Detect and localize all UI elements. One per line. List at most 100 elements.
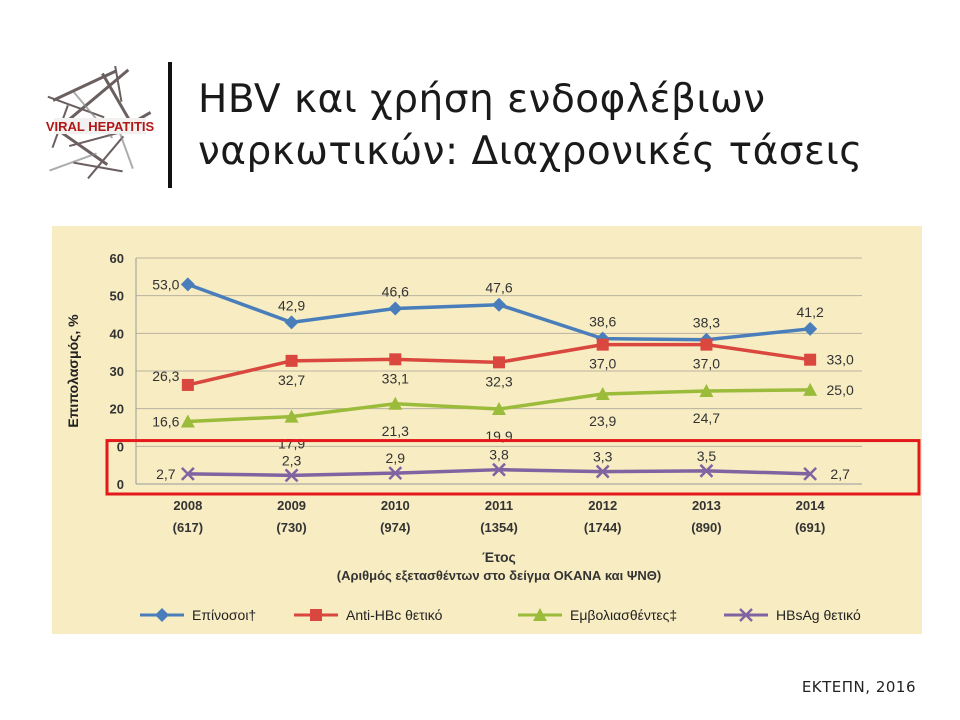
series xyxy=(180,277,818,483)
slide-title: HBV και χρήση ενδοφλέβιων ναρκωτικών: Δι… xyxy=(198,74,938,178)
x-tick-label: 2010 xyxy=(381,498,410,513)
data-point xyxy=(493,356,505,369)
x-tick-label: 2013 xyxy=(692,498,721,513)
data-label: 46,6 xyxy=(382,283,409,299)
x-tick-label: 2012 xyxy=(588,498,617,513)
data-label: 3,5 xyxy=(697,448,717,464)
data-label: 21,3 xyxy=(382,423,409,439)
title-line-1: HBV και χρήση ενδοφλέβιων xyxy=(198,77,766,122)
data-point xyxy=(284,409,299,423)
data-label: 3,3 xyxy=(593,449,613,465)
data-label: 47,6 xyxy=(485,280,512,296)
data-point xyxy=(284,468,299,483)
y-tick-label: 30 xyxy=(110,364,124,379)
viral-hepatitis-word-cloud-icon: VIRAL HEPATITIS xyxy=(46,62,155,180)
x-tick-labels: 2008 (617) 2009 (730) 2010 (974) 2011 (1354) 201… xyxy=(173,498,826,535)
data-label: 38,3 xyxy=(693,315,720,331)
y-tick-label: 40 xyxy=(110,326,124,341)
y-tick-label: 0 xyxy=(117,439,124,454)
data-point xyxy=(492,297,506,312)
data-label: 2,9 xyxy=(386,450,406,466)
marker-stroke xyxy=(595,464,610,479)
legend-marker xyxy=(310,609,322,621)
x-tick-label: 2009 xyxy=(277,498,306,513)
data-point xyxy=(595,464,610,479)
x-axis-label: Έτος xyxy=(482,549,516,565)
data-point xyxy=(803,466,818,481)
x-tick-label: 2011 xyxy=(485,498,513,513)
source-citation: ΕΚΤΕΠΝ, 2016 xyxy=(801,678,916,696)
legend-label: HBsAg θετικό xyxy=(776,607,861,623)
marker-stroke xyxy=(699,463,714,478)
data-point xyxy=(285,354,298,367)
data-point xyxy=(492,402,506,416)
legend-label: Anti-HBc θετικό xyxy=(346,607,443,623)
data-point xyxy=(700,338,713,351)
marker-stroke xyxy=(388,466,403,480)
x-tick-sample-size: (1744) xyxy=(584,520,622,535)
legend-marker xyxy=(739,608,753,622)
data-label: 25,0 xyxy=(827,382,854,398)
data-point xyxy=(284,315,299,330)
data-label: 16,6 xyxy=(152,413,179,429)
viral-hepatitis-logo: VIRAL HEPATITIS xyxy=(28,62,168,188)
marker-stroke xyxy=(803,466,818,481)
legend: Επίνοσοι† Anti-HBc θετικό Εμβολιασθέντες‡ H… xyxy=(140,607,861,623)
x-tick-sample-size: (617) xyxy=(173,520,203,535)
data-point xyxy=(180,277,195,292)
title-divider xyxy=(168,62,172,188)
x-tick-sample-size: (1354) xyxy=(480,520,518,535)
logo-text: VIRAL HEPATITIS xyxy=(46,119,155,134)
marker-stroke xyxy=(180,466,195,481)
legend-label: Εμβολιασθέντες‡ xyxy=(570,607,677,623)
marker-stroke xyxy=(739,608,753,622)
x-tick-sample-size: (974) xyxy=(380,520,410,535)
data-label: 32,7 xyxy=(278,372,305,388)
data-point xyxy=(699,463,714,478)
data-label: 17,9 xyxy=(278,436,305,452)
data-label: 37,0 xyxy=(693,356,720,372)
data-label: 33,0 xyxy=(827,352,854,368)
data-label: 37,0 xyxy=(589,356,616,372)
y-axis-label: Επιπολασμός, % xyxy=(65,314,81,428)
highlight-box xyxy=(105,439,921,496)
data-label: 24,7 xyxy=(693,410,720,426)
y-tick-labels: 60 50 40 30 20 0 0 xyxy=(110,251,124,492)
data-label: 26,3 xyxy=(152,368,179,384)
data-label: 38,6 xyxy=(589,314,616,330)
data-label: 2,7 xyxy=(830,466,850,482)
data-point xyxy=(804,353,817,366)
data-point xyxy=(492,462,506,477)
data-label: 2,3 xyxy=(282,452,302,468)
data-point xyxy=(699,383,714,397)
y-tick-label: 50 xyxy=(110,289,124,304)
data-label: 23,9 xyxy=(589,413,616,429)
x-tick-label: 2014 xyxy=(796,498,826,513)
data-point xyxy=(388,396,403,410)
marker-stroke xyxy=(492,462,506,477)
legend-label: Επίνοσοι† xyxy=(192,607,256,623)
data-point xyxy=(180,414,195,428)
data-point xyxy=(388,466,403,480)
data-point xyxy=(595,386,610,400)
data-point xyxy=(181,378,194,391)
chart-panel: 60 50 40 30 20 0 0 2008 (617) 2009 (730) 2010 (974)… xyxy=(52,226,922,634)
data-label: 32,3 xyxy=(485,373,512,389)
y-tick-label: 20 xyxy=(110,402,124,417)
data-labels: 53,0 42,9 46,6 47,6 38,6 38,3 41,2 26,3 32,7 33,1… xyxy=(152,276,854,481)
legend-marker xyxy=(155,608,169,622)
data-point xyxy=(803,382,818,396)
y-tick-label: 60 xyxy=(110,251,124,266)
data-label: 41,2 xyxy=(797,304,824,320)
x-axis-sublabel: (Αριθμός εξετασθέντων στο δείγμα ΟΚΑΝΑ κ… xyxy=(337,568,662,583)
x-tick-sample-size: (691) xyxy=(795,520,825,535)
data-label: 3,8 xyxy=(489,447,509,463)
x-tick-sample-size: (890) xyxy=(691,520,721,535)
data-point xyxy=(389,353,402,366)
legend-marker xyxy=(533,608,547,621)
x-tick-label: 2008 xyxy=(173,498,202,513)
data-point xyxy=(803,321,818,336)
data-point xyxy=(596,338,609,351)
data-label: 42,9 xyxy=(278,297,305,313)
x-tick-sample-size: (730) xyxy=(276,520,306,535)
